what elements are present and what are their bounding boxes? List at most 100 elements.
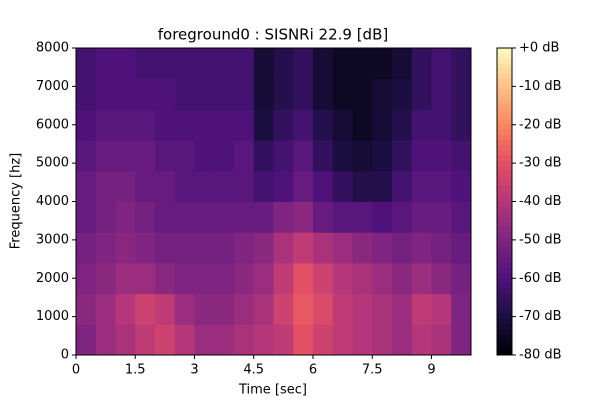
heatmap-cell [95,232,116,264]
heatmap-cell [332,78,353,110]
colorbar-segment [497,201,512,208]
colorbar-segment [497,247,512,254]
colorbar-tick-label: -20 dB [519,117,562,132]
heatmap-cell [451,324,472,356]
heatmap-cell [451,140,472,172]
heatmap-cell [253,262,274,295]
heatmap-cell [411,262,432,295]
heatmap-cell [95,48,116,80]
heatmap-cell [273,78,294,110]
x-tick-label: 6 [309,363,317,378]
heatmap-cell [451,232,472,264]
heatmap-cell [135,109,156,141]
x-tick-label: 1.5 [125,363,146,378]
colorbar-segment [497,68,512,75]
heatmap-cell [273,140,294,172]
heatmap-cell [76,48,97,80]
heatmap-cell [431,232,452,264]
heatmap-cell [253,48,274,80]
colorbar-segment [497,175,512,182]
y-tick-label: 6000 [36,117,69,132]
heatmap-cell [135,48,156,80]
heatmap-cell [155,48,176,80]
heatmap-cell [135,201,156,233]
heatmap-cell [313,324,334,356]
heatmap-cell [352,78,373,110]
heatmap-cell [372,232,393,264]
heatmap-cell [214,170,235,202]
heatmap-cell [293,262,314,295]
heatmap-cell [155,109,176,141]
y-tick-label: 1000 [36,309,69,324]
x-axis-label: Time [sec] [238,383,307,398]
colorbar-segment [497,257,512,264]
heatmap-cell [194,170,215,202]
heatmap-cell [332,262,353,295]
heatmap-cell [234,48,255,80]
heatmap-cell [293,48,314,80]
heatmap-cell [234,201,255,233]
heatmap-cell [155,262,176,295]
heatmap-cell [431,262,452,295]
heatmap-cell [273,324,294,356]
colorbar-segment [497,186,512,192]
colorbar-tick-label: +0 dB [519,41,559,56]
heatmap-cell [95,262,116,295]
heatmap-cell [451,170,472,202]
colorbar-tick-label: -70 dB [519,309,562,324]
chart-title: foreground0 : SISNRi 22.9 [dB] [158,26,388,44]
heatmap-cell [76,262,97,295]
heatmap-cell [392,324,413,356]
heatmap-cell [76,201,97,233]
heatmap-cell [392,201,413,233]
heatmap-cell [392,262,413,295]
colorbar-tick-label: -80 dB [519,348,562,363]
heatmap-cell [155,170,176,202]
heatmap-cell [76,78,97,110]
heatmap-cell [392,48,413,80]
heatmap-cell [115,324,136,356]
colorbar-segment [497,349,512,356]
heatmap-cell [234,232,255,264]
heatmap-cell [174,109,195,141]
heatmap-cell [214,262,235,295]
heatmap-cell [194,232,215,264]
heatmap-cell [392,140,413,172]
heatmap-cell [214,78,235,110]
heatmap-cell [451,262,472,295]
heatmap-cell [372,78,393,110]
heatmap-cell [431,140,452,172]
heatmap-cell [253,201,274,233]
heatmap-cell [332,170,353,202]
heatmap-cell [194,324,215,356]
heatmap-cell [293,232,314,264]
colorbar-segment [497,303,512,310]
heatmap-cell [174,140,195,172]
colorbar-tick-label: -40 dB [519,194,562,209]
heatmap-cell [451,78,472,110]
heatmap-cell [174,324,195,356]
heatmap-cell [194,262,215,295]
colorbar-segment [497,83,512,90]
colorbar-segment [497,145,512,151]
heatmap-cell [194,201,215,233]
heatmap-cell [115,48,136,80]
heatmap-cell [273,232,294,264]
heatmap-cell [411,293,432,325]
heatmap-cell [76,109,97,141]
heatmap-cell [352,262,373,295]
heatmap-cell [431,201,452,233]
heatmap-cell [392,109,413,141]
heatmap-cell [174,232,195,264]
colorbar-tick-label: -50 dB [519,232,562,247]
heatmap-cell [214,293,235,325]
heatmap-cell [214,109,235,141]
heatmap-cell [135,262,156,295]
heatmap-cell [194,293,215,325]
heatmap-cell [214,232,235,264]
heatmap-cell [411,109,432,141]
x-tick-label: 4.5 [243,363,264,378]
heatmap-cell [95,201,116,233]
heatmap-cell [372,170,393,202]
heatmap-cell [293,324,314,356]
